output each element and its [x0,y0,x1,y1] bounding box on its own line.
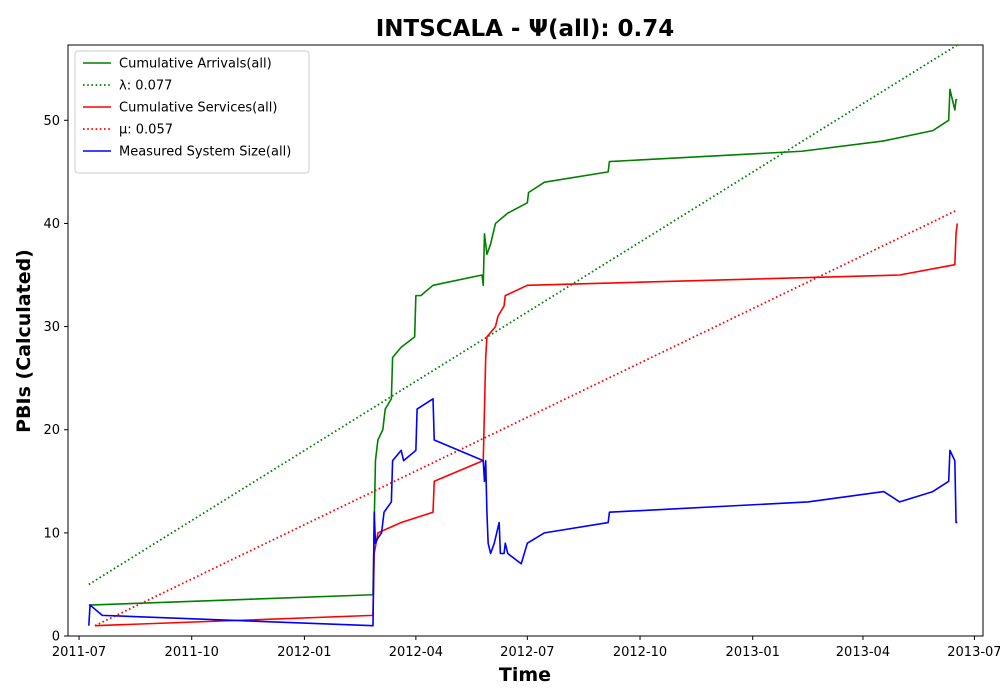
x-tick-label: 2013-01 [726,645,780,660]
x-tick-label: 2011-10 [165,645,219,660]
legend-entry-label: λ: 0.077 [119,79,172,94]
plot-frame [67,44,984,637]
series-line-5 [88,397,958,627]
plot-area [67,44,984,637]
y-tick-label: 50 [43,114,60,129]
legend-entry-label: Cumulative Arrivals(all) [119,57,272,72]
y-tick-label: 40 [43,217,60,232]
y-tick-label: 0 [52,630,60,645]
y-tick-label: 20 [43,423,60,438]
legend-entry-label: μ: 0.057 [119,123,173,138]
legend: Cumulative Arrivals(all) λ: 0.077 Cumulati… [74,50,310,174]
x-tick-label: 2012-07 [500,645,554,660]
legend-box [74,50,310,174]
y-axis: 0 10 20 30 40 50 [43,114,68,645]
series-layer [88,44,959,627]
x-tick-label: 2013-07 [947,645,1000,660]
chart-title: INTSCALA - Ψ(all): 0.74 [376,16,675,42]
x-tick-label: 2012-04 [389,645,443,660]
y-axis-label: PBIs (Calculated) [13,249,35,433]
x-tick-label: 2011-07 [52,645,106,660]
x-axis: 2011-07 2011-10 2012-01 2012-04 2012-07 2012-… [52,636,1000,660]
x-axis-label: Time [499,664,551,686]
x-tick-label: 2012-10 [613,645,667,660]
legend-entry-label: Cumulative Services(all) [119,101,277,116]
y-tick-label: 30 [43,320,60,335]
x-tick-label: 2013-04 [836,645,890,660]
series-line-1 [88,88,958,606]
x-tick-label: 2012-01 [277,645,331,660]
legend-entry-label: Measured System Size(all) [119,145,291,160]
y-tick-label: 10 [43,526,60,541]
